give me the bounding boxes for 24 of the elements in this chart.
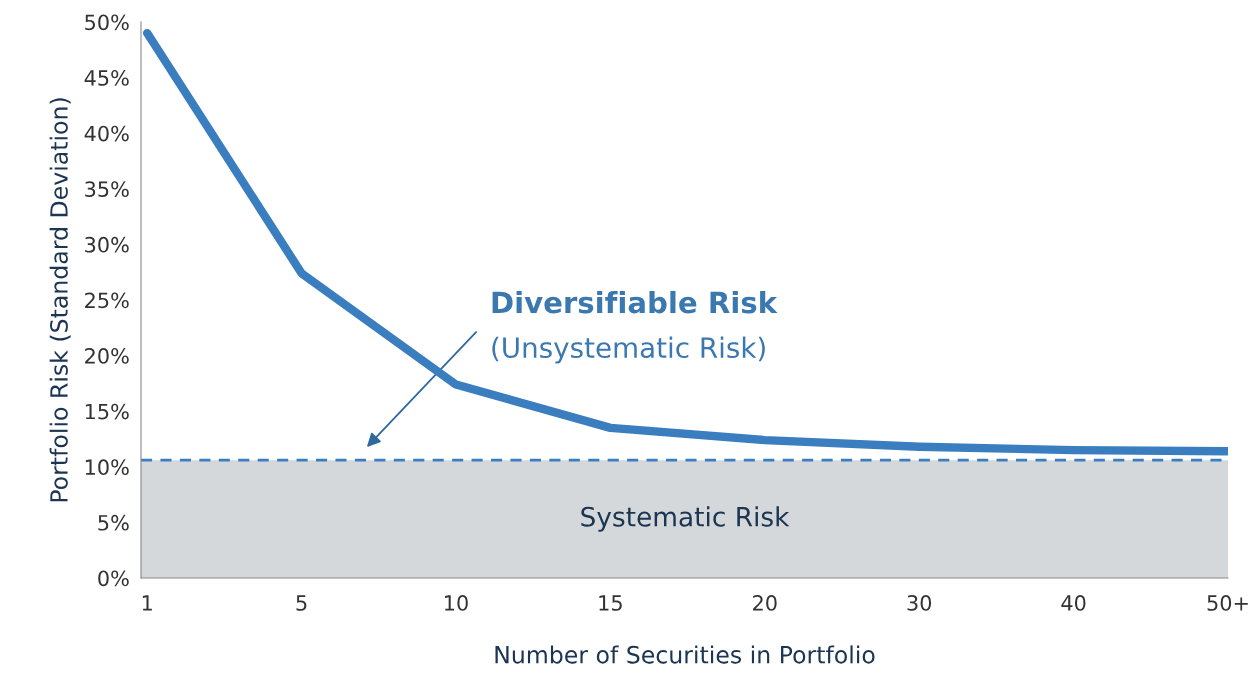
x-tick-label: 20 [753,595,777,611]
y-tick-label: 45% [84,70,129,86]
y-tick-label: 30% [85,236,129,253]
y-tick-label: 5% [98,514,129,531]
y-tick-label: 25% [85,292,129,309]
band-label: Systematic Risk [581,506,790,532]
y-tick-label: 20% [85,348,129,364]
annotation: Diversifiable Risk [492,290,778,314]
x-tick-label: 5 [296,595,307,611]
x-tick-label: 50+ [1207,595,1248,611]
x-axis-title: Number of Securities in Portfolio [495,645,875,664]
y-tick-label: 10% [85,459,129,476]
y-tick-label: 40% [84,125,129,142]
y-tick-label: 15% [85,403,129,420]
x-tick-label: 30 [907,595,932,611]
x-tick-label: 10 [445,595,468,611]
x-tick-label: 15 [599,595,622,611]
y-tick-label: 50% [85,14,129,31]
x-tick-label: 40 [1061,595,1086,611]
y-axis-title: Portfolio Risk (Standard Deviation) [49,98,71,502]
y-tick-label: 0% [98,570,129,587]
x-tick-label: 1 [142,595,152,611]
y-tick-label: 35% [85,181,129,198]
annotation: (Unsystematic Risk) [492,336,765,364]
